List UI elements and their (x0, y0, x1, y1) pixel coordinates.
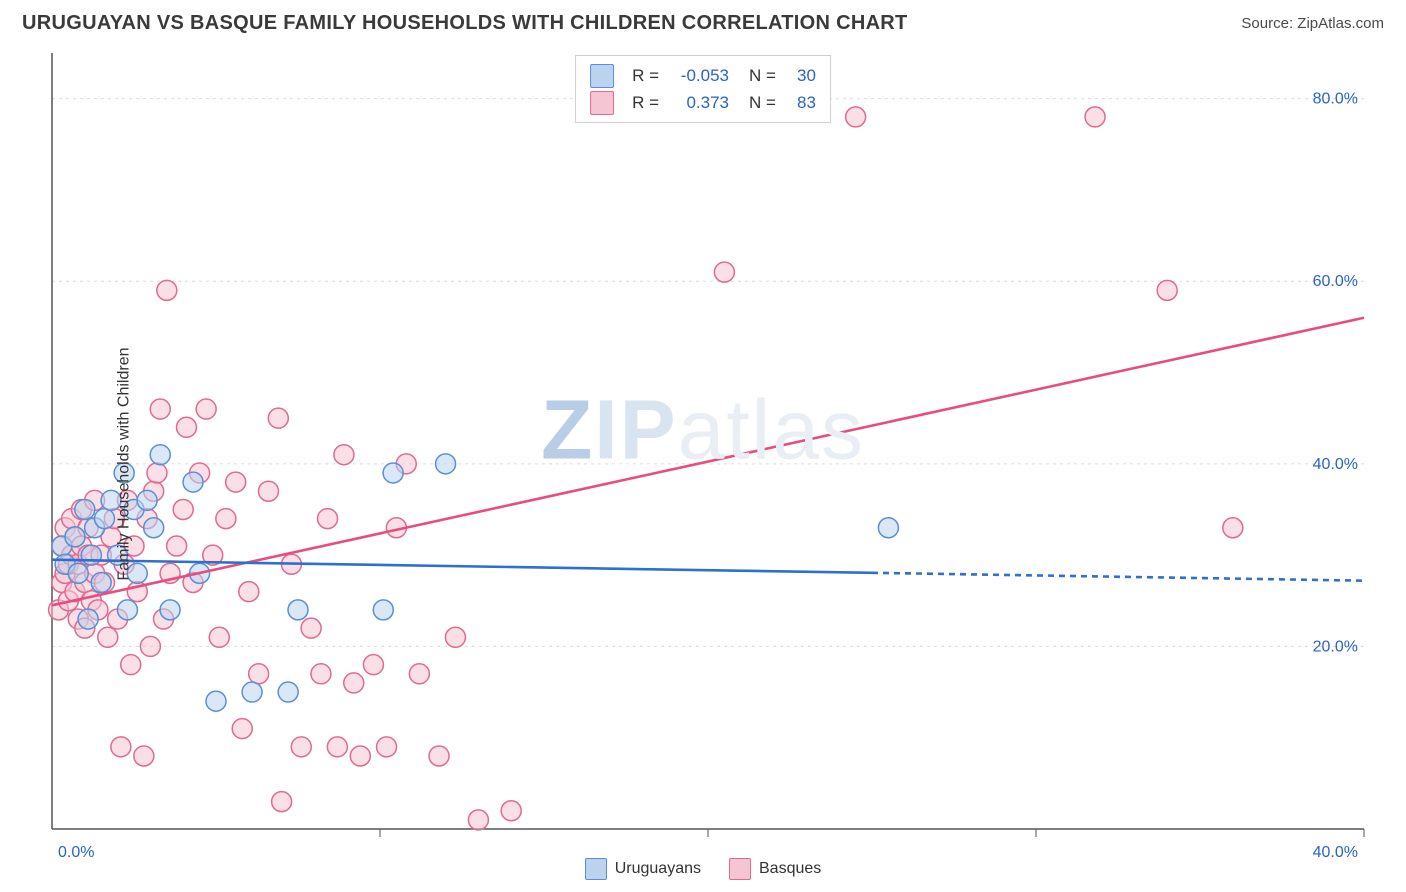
data-point (209, 627, 229, 647)
data-point (288, 600, 308, 620)
data-point (242, 682, 262, 702)
data-point (878, 518, 898, 538)
data-point (183, 472, 203, 492)
data-point (137, 490, 157, 510)
n-label: N = (749, 62, 776, 89)
svg-text:40.0%: 40.0% (1313, 456, 1358, 473)
data-point (409, 664, 429, 684)
data-point (249, 664, 269, 684)
data-point (68, 563, 88, 583)
data-point (318, 509, 338, 529)
data-point (363, 655, 383, 675)
data-point (272, 792, 292, 812)
legend-swatch (585, 858, 607, 880)
r-label: R = (632, 89, 659, 116)
data-point (1085, 107, 1105, 127)
data-point (383, 463, 403, 483)
legend-item-basques: Basques (729, 858, 821, 880)
data-point (226, 472, 246, 492)
data-point (160, 600, 180, 620)
data-point (176, 417, 196, 437)
legend-swatch (729, 858, 751, 880)
trend-line-extrapolated (872, 573, 1364, 581)
data-point (1223, 518, 1243, 538)
data-point (714, 262, 734, 282)
data-point (846, 107, 866, 127)
data-point (216, 509, 236, 529)
chart-source: Source: ZipAtlas.com (1241, 15, 1384, 32)
data-point (327, 737, 347, 757)
data-point (291, 737, 311, 757)
data-point (232, 719, 252, 739)
corr-row-basques: R = 0.373 N = 83 (590, 89, 816, 116)
n-value: 30 (786, 62, 816, 89)
chart-header: URUGUAYAN VS BASQUE FAMILY HOUSEHOLDS WI… (0, 0, 1406, 43)
data-point (258, 481, 278, 501)
data-point (144, 518, 164, 538)
data-point (150, 399, 170, 419)
legend-swatch (590, 91, 614, 115)
chart-area: Family Households with Children ZIPatlas… (0, 43, 1406, 885)
data-point (167, 536, 187, 556)
data-point (140, 636, 160, 656)
data-point (78, 609, 98, 629)
data-point (501, 801, 521, 821)
data-point (75, 499, 95, 519)
series-legend: Uruguayans Basques (0, 858, 1406, 885)
data-point (350, 746, 370, 766)
data-point (344, 673, 364, 693)
n-value: 83 (786, 89, 816, 116)
corr-row-uruguayans: R = -0.053 N = 30 (590, 62, 816, 89)
y-axis-label: Family Households with Children (115, 348, 133, 581)
data-point (157, 280, 177, 300)
r-value: 0.373 (669, 89, 729, 116)
data-point (94, 509, 114, 529)
data-point (65, 527, 85, 547)
data-point (239, 582, 259, 602)
data-point (468, 810, 488, 830)
data-point (377, 737, 397, 757)
data-point (301, 618, 321, 638)
data-point (91, 573, 111, 593)
data-point (134, 746, 154, 766)
data-point (81, 545, 101, 565)
source-link[interactable]: ZipAtlas.com (1297, 15, 1384, 32)
legend-item-uruguayans: Uruguayans (585, 858, 701, 880)
data-point (429, 746, 449, 766)
chart-title: URUGUAYAN VS BASQUE FAMILY HOUSEHOLDS WI… (22, 12, 908, 35)
r-label: R = (632, 62, 659, 89)
data-point (1157, 280, 1177, 300)
data-point (206, 691, 226, 711)
scatter-chart: 20.0%40.0%60.0%80.0%0.0%40.0% (0, 43, 1406, 885)
source-prefix: Source: (1241, 15, 1297, 32)
legend-label: Basques (759, 860, 821, 878)
data-point (311, 664, 331, 684)
data-point (373, 600, 393, 620)
data-point (268, 408, 288, 428)
legend-swatch (590, 64, 614, 88)
data-point (121, 655, 141, 675)
data-point (334, 445, 354, 465)
data-point (173, 499, 193, 519)
svg-text:60.0%: 60.0% (1313, 273, 1358, 290)
svg-text:20.0%: 20.0% (1313, 638, 1358, 655)
data-point (147, 463, 167, 483)
data-point (436, 454, 456, 474)
data-point (98, 627, 118, 647)
data-point (445, 627, 465, 647)
data-point (117, 600, 137, 620)
svg-text:80.0%: 80.0% (1313, 91, 1358, 108)
legend-label: Uruguayans (615, 860, 701, 878)
correlation-legend: R = -0.053 N = 30 R = 0.373 N = 83 (575, 55, 831, 123)
data-point (150, 445, 170, 465)
data-point (196, 399, 216, 419)
r-value: -0.053 (669, 62, 729, 89)
data-point (278, 682, 298, 702)
n-label: N = (749, 89, 776, 116)
data-point (111, 737, 131, 757)
